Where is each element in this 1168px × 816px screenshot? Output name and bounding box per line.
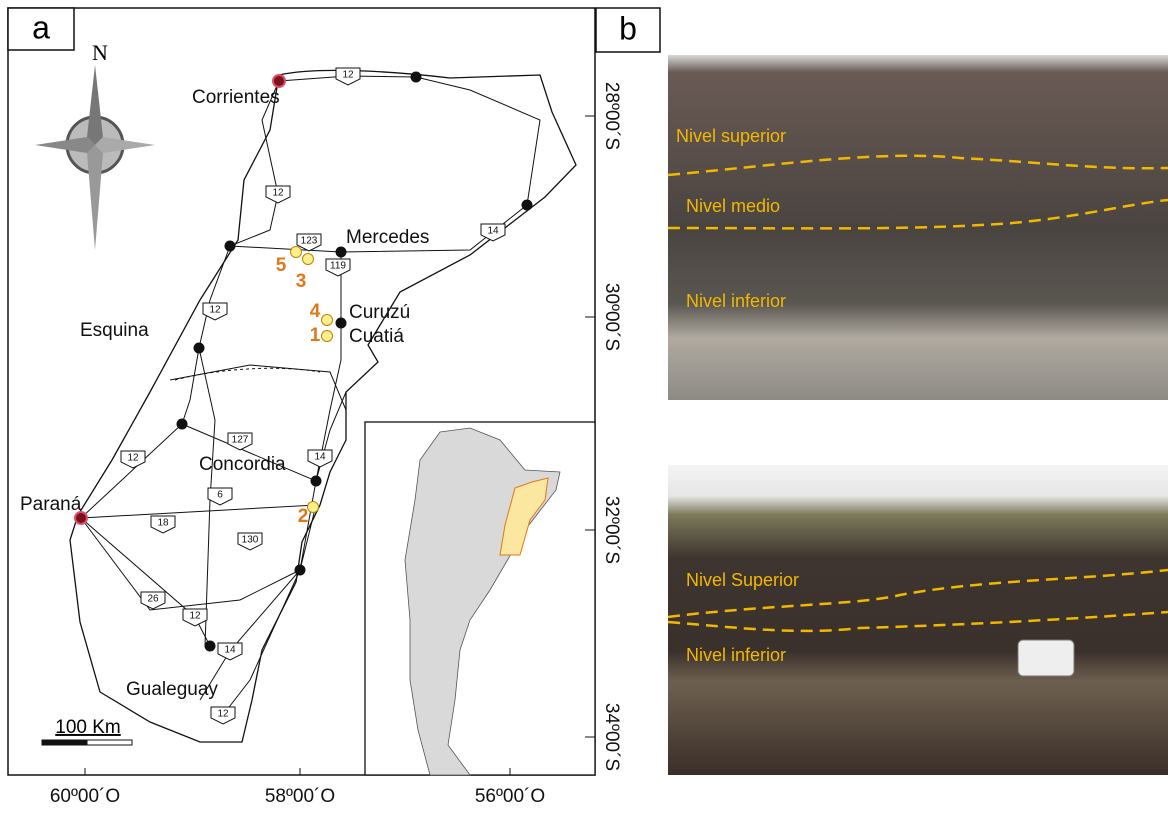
town-dot — [521, 199, 533, 211]
site-marker — [307, 501, 319, 513]
route-shield — [237, 532, 263, 551]
level-line — [667, 154, 1168, 177]
route-shield — [202, 302, 228, 321]
route-number: 123 — [301, 236, 318, 247]
route-number: 14 — [224, 645, 236, 656]
route-number: 6 — [217, 490, 223, 501]
latitude-label: 30º00´S — [601, 283, 622, 351]
compass — [35, 65, 155, 250]
latitude-label: 32º00´S — [601, 496, 622, 564]
site-marker — [321, 314, 333, 326]
site-marker — [290, 246, 302, 258]
route-shield — [296, 233, 322, 252]
route-number: 119 — [330, 261, 346, 272]
level-label: Nivel inferior — [686, 291, 786, 311]
level-label: Nivel superior — [676, 126, 786, 146]
axis-ticks — [84, 115, 595, 775]
route-number: 26 — [147, 594, 159, 605]
site-number: 1 — [310, 325, 321, 346]
city-label: Concordia — [199, 454, 286, 475]
panel-label-box — [595, 7, 661, 53]
site-number: 4 — [310, 301, 321, 322]
city-label: Paraná — [20, 494, 82, 515]
capital-dot — [74, 511, 88, 525]
route-shield — [480, 223, 506, 242]
truck — [1017, 639, 1075, 677]
town-dot — [310, 475, 322, 487]
route-shield — [217, 642, 243, 661]
route-number: 14 — [314, 452, 326, 463]
route-shield — [182, 608, 208, 627]
town-dot — [193, 342, 205, 354]
city-label: Cuatiá — [349, 326, 404, 347]
route-number: 130 — [242, 535, 259, 546]
level-label: Nivel medio — [686, 196, 780, 216]
town-dot — [176, 418, 188, 430]
site-marker — [302, 253, 314, 265]
route-shield — [325, 258, 351, 277]
route-shield — [140, 591, 166, 610]
site-marker — [321, 330, 333, 342]
town-dot — [294, 564, 306, 576]
site-number: 5 — [276, 255, 287, 276]
latitude-label: 28º00´S — [601, 82, 622, 150]
route-shield — [150, 515, 176, 534]
route-number: 12 — [217, 709, 229, 720]
longitude-label: 56º00´O — [475, 786, 545, 807]
route-shield — [265, 185, 291, 204]
route-shield — [210, 706, 236, 725]
scale-label: 100 Km — [55, 717, 120, 738]
route-number: 12 — [127, 453, 139, 464]
route-shield — [335, 67, 361, 86]
route-number: 12 — [209, 305, 221, 316]
scale-bar — [41, 739, 88, 746]
route-number: 12 — [272, 188, 284, 199]
capital-dot — [272, 74, 286, 88]
route-number: 18 — [157, 518, 169, 529]
latitude-label: 34º00´S — [601, 703, 622, 771]
panel-label: b — [619, 10, 637, 46]
longitude-label: 58º00´O — [265, 786, 335, 807]
province-highlight — [499, 477, 549, 556]
panel-label-box — [7, 7, 75, 51]
north-label: N — [92, 40, 108, 65]
level-line — [667, 568, 1168, 619]
photo-lower — [668, 465, 1168, 775]
town-dot — [335, 317, 347, 329]
route-number: 127 — [232, 435, 249, 446]
city-label: Esquina — [80, 320, 149, 341]
town-dot — [335, 246, 347, 258]
site-number: 2 — [298, 506, 309, 527]
scale-bar — [86, 739, 133, 746]
city-label: Mercedes — [346, 227, 429, 248]
level-label: Nivel Superior — [686, 570, 799, 590]
route-number: 14 — [487, 226, 499, 237]
city-label: Gualeguay — [126, 679, 218, 700]
route-shield — [307, 449, 333, 468]
route-number: 12 — [189, 611, 201, 622]
town-dot — [410, 71, 422, 83]
level-label: Nivel inferior — [686, 645, 786, 665]
route-shield — [207, 487, 233, 506]
level-line — [667, 198, 1168, 230]
town-dot — [224, 240, 236, 252]
city-label: Corrientes — [192, 87, 280, 108]
level-line — [667, 610, 1168, 633]
panel-label: a — [32, 9, 50, 45]
city-label: Curuzú — [349, 302, 410, 323]
longitude-label: 60º00´O — [50, 786, 120, 807]
route-shield — [227, 432, 253, 451]
town-dot — [204, 640, 216, 652]
site-number: 3 — [296, 271, 307, 292]
route-shield — [120, 450, 146, 469]
route-number: 12 — [342, 70, 354, 81]
